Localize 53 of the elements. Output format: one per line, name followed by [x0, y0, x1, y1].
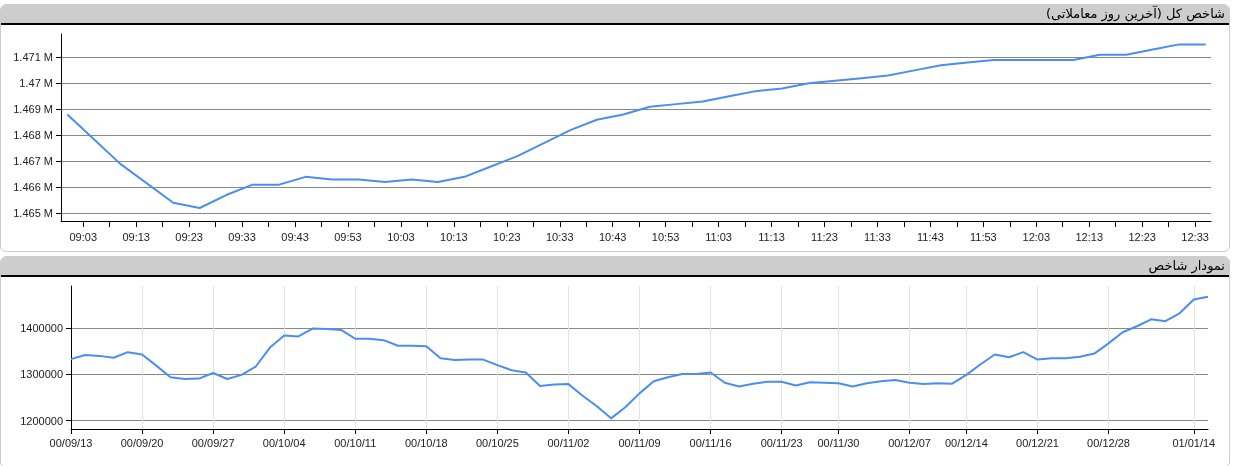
x-tick-label: 01/01/14	[1172, 436, 1216, 449]
x-tick-label: 09:13	[122, 230, 150, 243]
x-tick-label: 00/10/04	[262, 436, 306, 449]
x-tick-label: 00/11/23	[760, 436, 803, 449]
x-tick-label: 00/11/02	[547, 436, 590, 449]
x-tick-label: 09:53	[334, 230, 362, 243]
x-tick-label: 10:43	[598, 230, 627, 243]
y-tick-label: 1300000	[20, 368, 63, 381]
x-tick-label: 11:23	[811, 230, 838, 243]
x-tick-label: 11:13	[758, 230, 785, 243]
x-tick-label: 09:23	[175, 230, 203, 243]
y-tick-label: 1.465 M	[13, 207, 53, 220]
x-tick-label: 00/10/25	[475, 436, 519, 449]
y-tick-label: 1.467 M	[13, 155, 53, 168]
x-tick-label: 09:03	[69, 230, 97, 243]
x-tick-label: 00/11/09	[618, 436, 661, 449]
line-series	[70, 295, 1209, 420]
line-series	[66, 43, 1207, 210]
x-tick-label: 00/09/27	[191, 436, 235, 449]
y-tick-label: 1400000	[20, 322, 63, 335]
x-tick-label: 10:33	[545, 230, 574, 243]
chart-title: شاخص کل (آخرین روز معاملاتی)	[1, 5, 1229, 25]
x-tick-label: 09:43	[281, 230, 309, 243]
x-tick-label: 12:33	[1181, 230, 1209, 243]
x-tick-label: 12:03	[1022, 230, 1051, 243]
x-tick-label: 11:33	[864, 230, 891, 243]
x-tick-label: 12:23	[1128, 230, 1156, 243]
x-tick-label: 10:03	[387, 230, 415, 243]
x-tick-label: 11:03	[705, 230, 732, 243]
x-tick-label: 00/12/07	[888, 436, 931, 449]
x-tick-label: 11:43	[917, 230, 944, 243]
chart-title: نمودار شاخص	[1, 257, 1229, 277]
x-tick-label: 00/10/18	[404, 436, 448, 449]
x-tick-label: 12:13	[1075, 230, 1103, 243]
x-tick-label: 10:13	[440, 230, 468, 243]
x-tick-label: 10:23	[493, 230, 521, 243]
x-tick-label: 00/09/20	[120, 436, 164, 449]
x-tick-label: 00/10/11	[334, 436, 377, 449]
y-tick-label: 1.47 M	[19, 77, 53, 90]
x-tick-label: 00/12/28	[1087, 436, 1130, 449]
y-tick-label: 1.466 M	[13, 181, 53, 194]
x-tick-label: 11:53	[969, 230, 997, 243]
y-tick-label: 1200000	[20, 414, 63, 427]
y-tick-label: 1.469 M	[13, 103, 53, 116]
x-tick-label: 00/12/14	[944, 436, 988, 449]
x-tick-label: 00/11/30	[817, 436, 860, 449]
x-tick-label: 00/11/16	[689, 436, 732, 449]
y-tick-label: 1.468 M	[13, 129, 53, 142]
x-tick-label: 09:33	[228, 230, 256, 243]
x-tick-label: 00/12/21	[1016, 436, 1059, 449]
x-tick-label: 10:53	[651, 230, 680, 243]
x-tick-label: 00/09/13	[49, 436, 93, 449]
y-tick-label: 1.471 M	[13, 51, 53, 64]
